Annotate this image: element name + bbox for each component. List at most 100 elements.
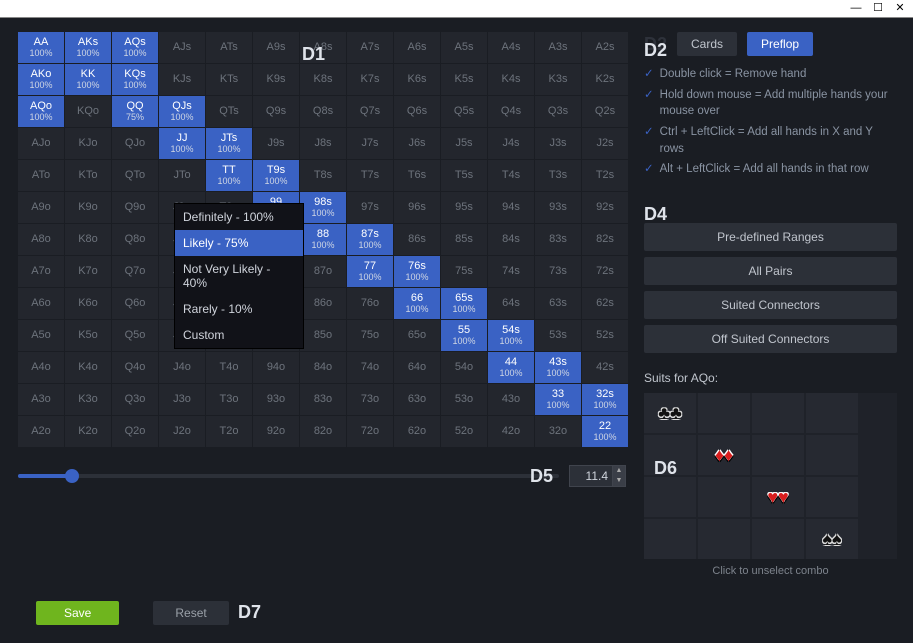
hand-cell[interactable]: 85s [441, 224, 487, 255]
hand-range-grid[interactable]: AA100%AKs100%AQs100%AJsATsA9sA8sA7sA6sA5… [18, 32, 626, 447]
hand-cell[interactable]: Q3s [535, 96, 581, 127]
hand-cell[interactable]: J6s [394, 128, 440, 159]
range-preset-button[interactable]: Suited Connectors [644, 291, 897, 319]
hand-cell[interactable]: 88100% [300, 224, 346, 255]
hand-cell[interactable]: 43s100% [535, 352, 581, 383]
hand-cell[interactable]: 52o [441, 416, 487, 447]
hand-cell[interactable]: 93s [535, 192, 581, 223]
hand-cell[interactable]: Q7s [347, 96, 393, 127]
hand-cell[interactable]: 83s [535, 224, 581, 255]
hand-cell[interactable]: T6s [394, 160, 440, 191]
hand-cell[interactable]: 92o [253, 416, 299, 447]
hand-cell[interactable]: 22100% [582, 416, 628, 447]
range-preset-button[interactable]: Pre-defined Ranges [644, 223, 897, 251]
hand-cell[interactable]: 63s [535, 288, 581, 319]
hand-cell[interactable]: T8s [300, 160, 346, 191]
hand-cell[interactable]: AQs100% [112, 32, 158, 63]
suit-combo-cell[interactable] [644, 435, 696, 475]
hand-cell[interactable]: AJs [159, 32, 205, 63]
hand-cell[interactable]: K6o [65, 288, 111, 319]
suit-combo-cell[interactable]: ♠♠ [806, 519, 858, 559]
hand-cell[interactable]: A2s [582, 32, 628, 63]
hand-cell[interactable]: A6s [394, 32, 440, 63]
hand-cell[interactable]: 72s [582, 256, 628, 287]
hand-cell[interactable]: 54o [441, 352, 487, 383]
window-minimize-icon[interactable]: — [849, 3, 863, 15]
hand-cell[interactable]: AJo [18, 128, 64, 159]
hand-cell[interactable]: A5s [441, 32, 487, 63]
hand-cell[interactable]: A8o [18, 224, 64, 255]
context-menu-item[interactable]: Custom [175, 322, 303, 348]
hand-cell[interactable]: ATs [206, 32, 252, 63]
hand-cell[interactable]: K6s [394, 64, 440, 95]
hand-cell[interactable]: J4o [159, 352, 205, 383]
range-preset-button[interactable]: All Pairs [644, 257, 897, 285]
hand-cell[interactable]: 86o [300, 288, 346, 319]
suit-combo-cell[interactable] [806, 393, 858, 433]
hand-cell[interactable]: 32s100% [582, 384, 628, 415]
hand-cell[interactable]: AKo100% [18, 64, 64, 95]
hand-cell[interactable]: 77100% [347, 256, 393, 287]
hand-cell[interactable]: J2s [582, 128, 628, 159]
hand-cell[interactable]: Q8s [300, 96, 346, 127]
hand-cell[interactable]: 94s [488, 192, 534, 223]
suit-combo-cell[interactable]: ♦♦ [698, 435, 750, 475]
hand-cell[interactable]: T4s [488, 160, 534, 191]
range-percent-input[interactable]: ▲ ▼ [569, 465, 626, 487]
hand-cell[interactable]: 74s [488, 256, 534, 287]
hand-cell[interactable]: 43o [488, 384, 534, 415]
hand-cell[interactable]: 76o [347, 288, 393, 319]
suit-combo-cell[interactable] [698, 519, 750, 559]
hand-cell[interactable]: K3s [535, 64, 581, 95]
hand-cell[interactable]: 92s [582, 192, 628, 223]
hand-cell[interactable]: 33100% [535, 384, 581, 415]
hand-cell[interactable]: QTs [206, 96, 252, 127]
hand-cell[interactable]: K3o [65, 384, 111, 415]
hand-cell[interactable]: 87o [300, 256, 346, 287]
hand-cell[interactable]: Q6o [112, 288, 158, 319]
hand-cell[interactable]: 42s [582, 352, 628, 383]
range-preset-button[interactable]: Off Suited Connectors [644, 325, 897, 353]
hand-cell[interactable]: ATo [18, 160, 64, 191]
hand-cell[interactable]: Q4o [112, 352, 158, 383]
hand-cell[interactable]: 65o [394, 320, 440, 351]
context-menu-item[interactable]: Not Very Likely - 40% [175, 256, 303, 296]
hand-cell[interactable]: J4s [488, 128, 534, 159]
hand-cell[interactable]: T5s [441, 160, 487, 191]
hand-cell[interactable]: KTo [65, 160, 111, 191]
hand-cell[interactable]: Q9o [112, 192, 158, 223]
hand-cell[interactable]: 85o [300, 320, 346, 351]
suit-combo-cell[interactable]: ♥♥ [752, 477, 804, 517]
likelihood-context-menu[interactable]: Definitely - 100%Likely - 75%Not Very Li… [174, 203, 304, 349]
hand-cell[interactable]: Q8o [112, 224, 158, 255]
hand-cell[interactable]: QJs100% [159, 96, 205, 127]
cards-button[interactable]: Cards [677, 32, 737, 56]
hand-cell[interactable]: A3o [18, 384, 64, 415]
hand-cell[interactable]: J3o [159, 384, 205, 415]
hand-cell[interactable]: T2s [582, 160, 628, 191]
hand-cell[interactable]: AKs100% [65, 32, 111, 63]
range-percent-slider[interactable] [18, 474, 559, 478]
hand-cell[interactable]: T3s [535, 160, 581, 191]
hand-cell[interactable]: J3s [535, 128, 581, 159]
hand-cell[interactable]: T4o [206, 352, 252, 383]
hand-cell[interactable]: KK100% [65, 64, 111, 95]
hand-cell[interactable]: Q2s [582, 96, 628, 127]
hand-cell[interactable]: J9s [253, 128, 299, 159]
hand-cell[interactable]: A2o [18, 416, 64, 447]
hand-cell[interactable]: 73o [347, 384, 393, 415]
stepper-down-icon[interactable]: ▼ [613, 476, 625, 486]
hand-cell[interactable]: 55100% [441, 320, 487, 351]
hand-cell[interactable]: 82s [582, 224, 628, 255]
hand-cell[interactable]: 63o [394, 384, 440, 415]
suit-combo-cell[interactable] [806, 435, 858, 475]
hand-cell[interactable]: K4s [488, 64, 534, 95]
hand-cell[interactable]: 53s [535, 320, 581, 351]
hand-cell[interactable]: 94o [253, 352, 299, 383]
hand-cell[interactable]: 42o [488, 416, 534, 447]
hand-cell[interactable]: A6o [18, 288, 64, 319]
hand-cell[interactable]: Q2o [112, 416, 158, 447]
hand-cell[interactable]: KJo [65, 128, 111, 159]
hand-cell[interactable]: Q9s [253, 96, 299, 127]
hand-cell[interactable]: K4o [65, 352, 111, 383]
